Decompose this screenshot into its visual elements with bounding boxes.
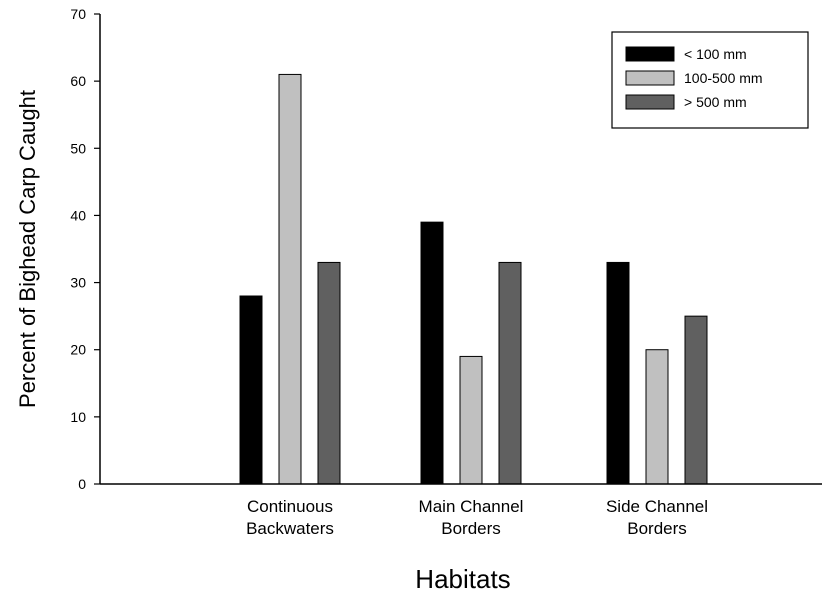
bar xyxy=(278,73,302,485)
legend-label: > 500 mm xyxy=(684,94,747,110)
bar xyxy=(684,315,708,485)
bar xyxy=(420,221,444,485)
y-tick-label: 70 xyxy=(70,6,86,22)
x-tick-label-line: Side Channel xyxy=(606,497,708,516)
y-axis-label: Percent of Bighead Carp Caught xyxy=(15,90,40,408)
y-tick-label: 40 xyxy=(70,207,86,223)
y-tick-label: 30 xyxy=(70,275,86,291)
bar xyxy=(498,261,522,485)
bar xyxy=(459,355,483,485)
x-tick-label-line: Main Channel xyxy=(419,497,524,516)
y-tick-label: 20 xyxy=(70,342,86,358)
legend-swatch xyxy=(625,94,675,110)
y-tick-label: 60 xyxy=(70,73,86,89)
legend-entries: < 100 mm 100-500 mm > 500 mm xyxy=(625,46,763,110)
y-tick-label: 10 xyxy=(70,409,86,425)
legend-swatch xyxy=(625,46,675,62)
x-axis-label: Habitats xyxy=(415,564,510,594)
x-tick-label: Side Channel Borders xyxy=(606,497,708,538)
x-tick-label-line: Continuous xyxy=(247,497,333,516)
y-axis-ticks: 0 10 20 30 40 50 60 70 xyxy=(70,6,100,492)
y-tick-label: 0 xyxy=(78,476,86,492)
x-tick-label-line: Borders xyxy=(441,519,501,538)
bar xyxy=(239,295,263,485)
x-tick-label: Continuous Backwaters xyxy=(246,497,334,538)
bars xyxy=(239,73,708,485)
legend-label: 100-500 mm xyxy=(684,70,763,86)
legend: < 100 mm 100-500 mm > 500 mm xyxy=(611,31,809,129)
legend-label: < 100 mm xyxy=(684,46,747,62)
legend-swatch xyxy=(625,70,675,86)
y-tick-label: 50 xyxy=(70,140,86,156)
x-tick-label-line: Backwaters xyxy=(246,519,334,538)
bar xyxy=(317,261,341,485)
x-tick-label: Main Channel Borders xyxy=(419,497,524,538)
bar xyxy=(606,261,630,485)
x-tick-label-line: Borders xyxy=(627,519,687,538)
bar xyxy=(645,349,669,485)
